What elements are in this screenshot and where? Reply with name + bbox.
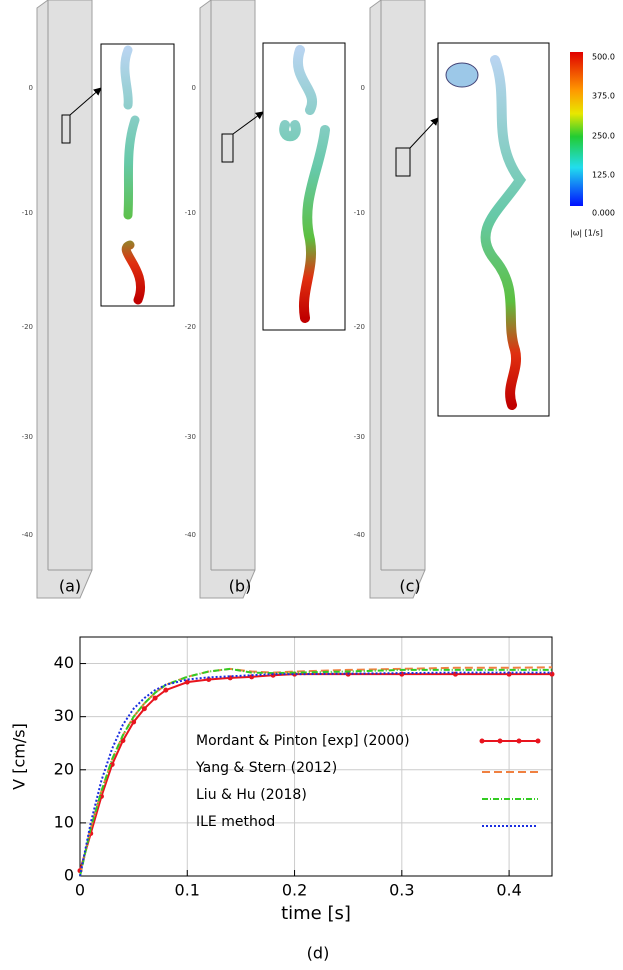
data-point — [141, 706, 147, 712]
legend-marker — [479, 738, 485, 744]
colorbar-label: |ω| [1/s] — [570, 229, 603, 238]
y-tick-label: 30 — [54, 706, 74, 725]
panel-b — [199, 0, 346, 599]
x-tick-label: 0.4 — [496, 881, 521, 900]
depth-label: -30 — [22, 433, 33, 441]
vortex — [279, 45, 330, 323]
panel-label: (b) — [229, 577, 252, 596]
depth-label: -20 — [354, 323, 365, 331]
depth-label: -20 — [185, 323, 196, 331]
y-axis-label: V [cm/s] — [10, 723, 29, 790]
arrow — [232, 111, 264, 135]
legend-label: ILE method — [196, 814, 275, 830]
tank — [199, 0, 256, 599]
series-line — [79, 671, 552, 877]
colorbar-tick-label: 125.0 — [592, 171, 615, 180]
depth-label: -10 — [185, 209, 196, 217]
vortex — [480, 55, 527, 410]
colorbar-tick-label: 375.0 — [592, 92, 615, 101]
y-tick-label: 40 — [54, 653, 74, 672]
x-tick-label: 0.3 — [389, 881, 414, 900]
legend-label: Yang & Stern (2012) — [195, 760, 337, 776]
panel-label: (d) — [307, 944, 330, 963]
panel-label: (c) — [399, 577, 420, 596]
y-tick-label: 10 — [54, 812, 74, 831]
y-tick-label: 0 — [64, 866, 74, 885]
panel-label: (a) — [59, 577, 81, 596]
zoom-region — [221, 133, 234, 163]
y-tick-label: 20 — [54, 759, 74, 778]
colorbar-tick-label: 250.0 — [592, 132, 615, 141]
legend-label: Liu & Hu (2018) — [196, 787, 307, 803]
data-point — [163, 687, 169, 693]
depth-label: -10 — [22, 209, 33, 217]
x-tick-label: 0 — [75, 881, 85, 900]
x-axis-label: time [s] — [281, 903, 351, 924]
data-point — [184, 679, 190, 685]
vortex — [120, 45, 145, 305]
arrow — [69, 87, 102, 116]
zoom-region — [395, 147, 411, 177]
depth-label: -10 — [354, 209, 365, 217]
plot-frame — [79, 636, 553, 877]
panel-a — [36, 0, 175, 599]
colorbar-tick-label: 500.0 — [592, 53, 615, 62]
depth-label: 0 — [361, 84, 365, 92]
legend-marker — [535, 738, 541, 744]
series-line — [79, 667, 552, 877]
legend-marker — [497, 738, 503, 744]
x-tick-label: 0.1 — [175, 881, 200, 900]
vortex — [445, 62, 479, 88]
legend-marker — [516, 738, 522, 744]
zoom-box — [437, 42, 550, 417]
depth-label: -30 — [354, 433, 365, 441]
depth-label: 0 — [192, 84, 196, 92]
depth-label: -20 — [22, 323, 33, 331]
colorbar — [570, 52, 583, 206]
depth-label: -40 — [22, 531, 33, 539]
depth-label: -40 — [185, 531, 196, 539]
data-point — [152, 695, 158, 701]
tank — [36, 0, 93, 599]
depth-label: -40 — [354, 531, 365, 539]
panel-c — [369, 0, 550, 599]
colorbar-tick-label: 0.000 — [592, 209, 615, 218]
data-point — [131, 719, 137, 725]
tank — [369, 0, 426, 599]
data-point — [549, 671, 555, 677]
zoom-region — [61, 114, 71, 144]
arrow — [409, 117, 439, 149]
depth-label: -30 — [185, 433, 196, 441]
data-point — [206, 676, 212, 682]
legend-label: Mordant & Pinton [exp] (2000) — [196, 733, 410, 749]
x-tick-label: 0.2 — [282, 881, 307, 900]
depth-label: 0 — [29, 84, 33, 92]
